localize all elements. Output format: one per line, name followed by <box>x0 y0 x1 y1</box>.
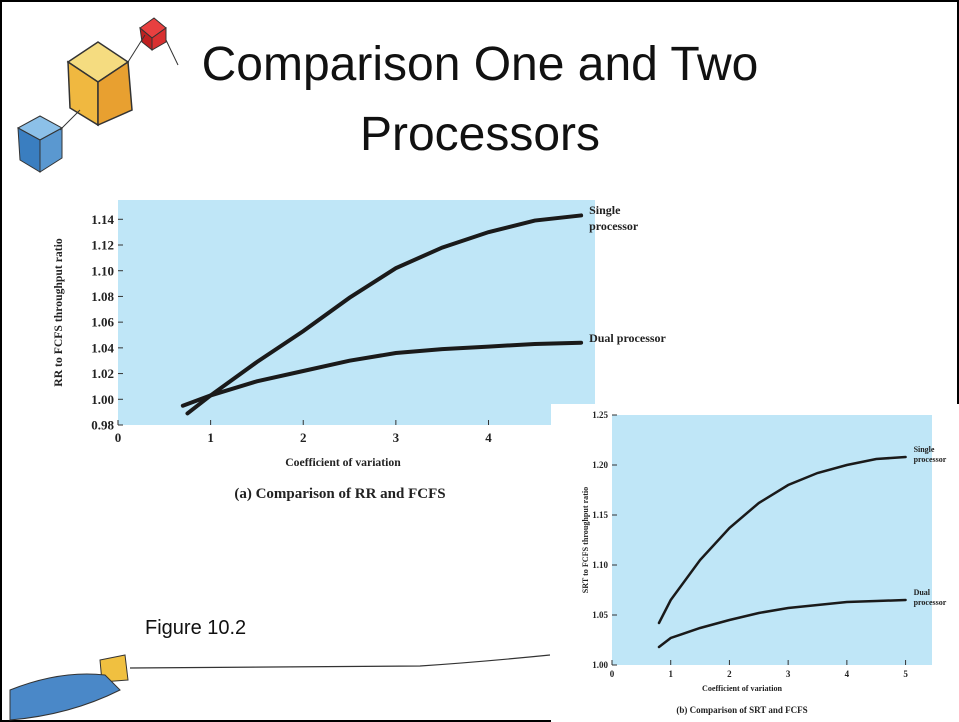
y-tick-label: 1.02 <box>91 366 114 381</box>
y-tick-label: 1.00 <box>592 660 608 670</box>
y-tick-label: 1.10 <box>592 560 608 570</box>
figure-label: Figure 10.2 <box>145 617 246 640</box>
y-tick-label: 1.08 <box>91 289 114 304</box>
x-tick-label: 1 <box>207 430 214 445</box>
series-label: Dual processor <box>589 331 669 347</box>
series-label: Single processor <box>914 445 959 466</box>
series-label: Single processor <box>589 203 669 234</box>
caption: (a) Comparison of RR and FCFS <box>234 486 445 502</box>
y-tick-label: 1.15 <box>592 510 608 520</box>
y-tick-label: 1.04 <box>91 340 114 355</box>
y-tick-label: 0.98 <box>91 418 114 433</box>
chart: 1.00 1.05 1.10 1.15 1.20 1.25 0 1 2 3 4 5 Coefficien… <box>551 404 959 722</box>
x-tick-label: 2 <box>727 669 732 679</box>
x-axis-label: Coefficient of variation <box>285 456 401 469</box>
y-axis-label: SRT to FCFS throughput ratio <box>581 487 590 593</box>
y-tick-label: 1.05 <box>592 610 608 620</box>
y-tick-label: 1.20 <box>592 460 608 470</box>
x-tick-label: 0 <box>115 430 122 445</box>
x-axis-label: Coefficient of variation <box>702 684 783 693</box>
x-tick-label: 4 <box>485 430 492 445</box>
x-tick-label: 0 <box>610 669 615 679</box>
y-axis-label: RR to FCFS throughput ratio <box>52 238 65 387</box>
x-tick-label: 2 <box>300 430 307 445</box>
y-tick-label: 1.14 <box>91 212 114 227</box>
x-tick-label: 3 <box>393 430 400 445</box>
y-tick-label: 1.10 <box>91 263 114 278</box>
slide-title: Comparison One and Two Processors <box>200 30 760 170</box>
series-label: Dual processor <box>914 588 959 609</box>
slide: 0.98 1.00 1.02 1.04 1.06 1.08 1.10 1.12 1.14 0 1 2 3… <box>0 0 959 722</box>
plot-area <box>612 415 932 665</box>
y-tick-label: 1.12 <box>91 238 114 253</box>
x-tick-label: 4 <box>845 669 850 679</box>
y-tick-label: 1.25 <box>592 410 608 420</box>
x-tick-label: 1 <box>668 669 673 679</box>
y-tick-label: 1.06 <box>91 315 114 330</box>
x-tick-label: 3 <box>786 669 791 679</box>
x-tick-label: 5 <box>903 669 908 679</box>
y-tick-label: 1.00 <box>91 392 114 407</box>
caption: (b) Comparison of SRT and FCFS <box>676 705 807 715</box>
plot-area <box>118 200 595 425</box>
chart: 0.98 1.00 1.02 1.04 1.06 1.08 1.10 1.12 1.14 0 1 2 3… <box>52 200 595 502</box>
